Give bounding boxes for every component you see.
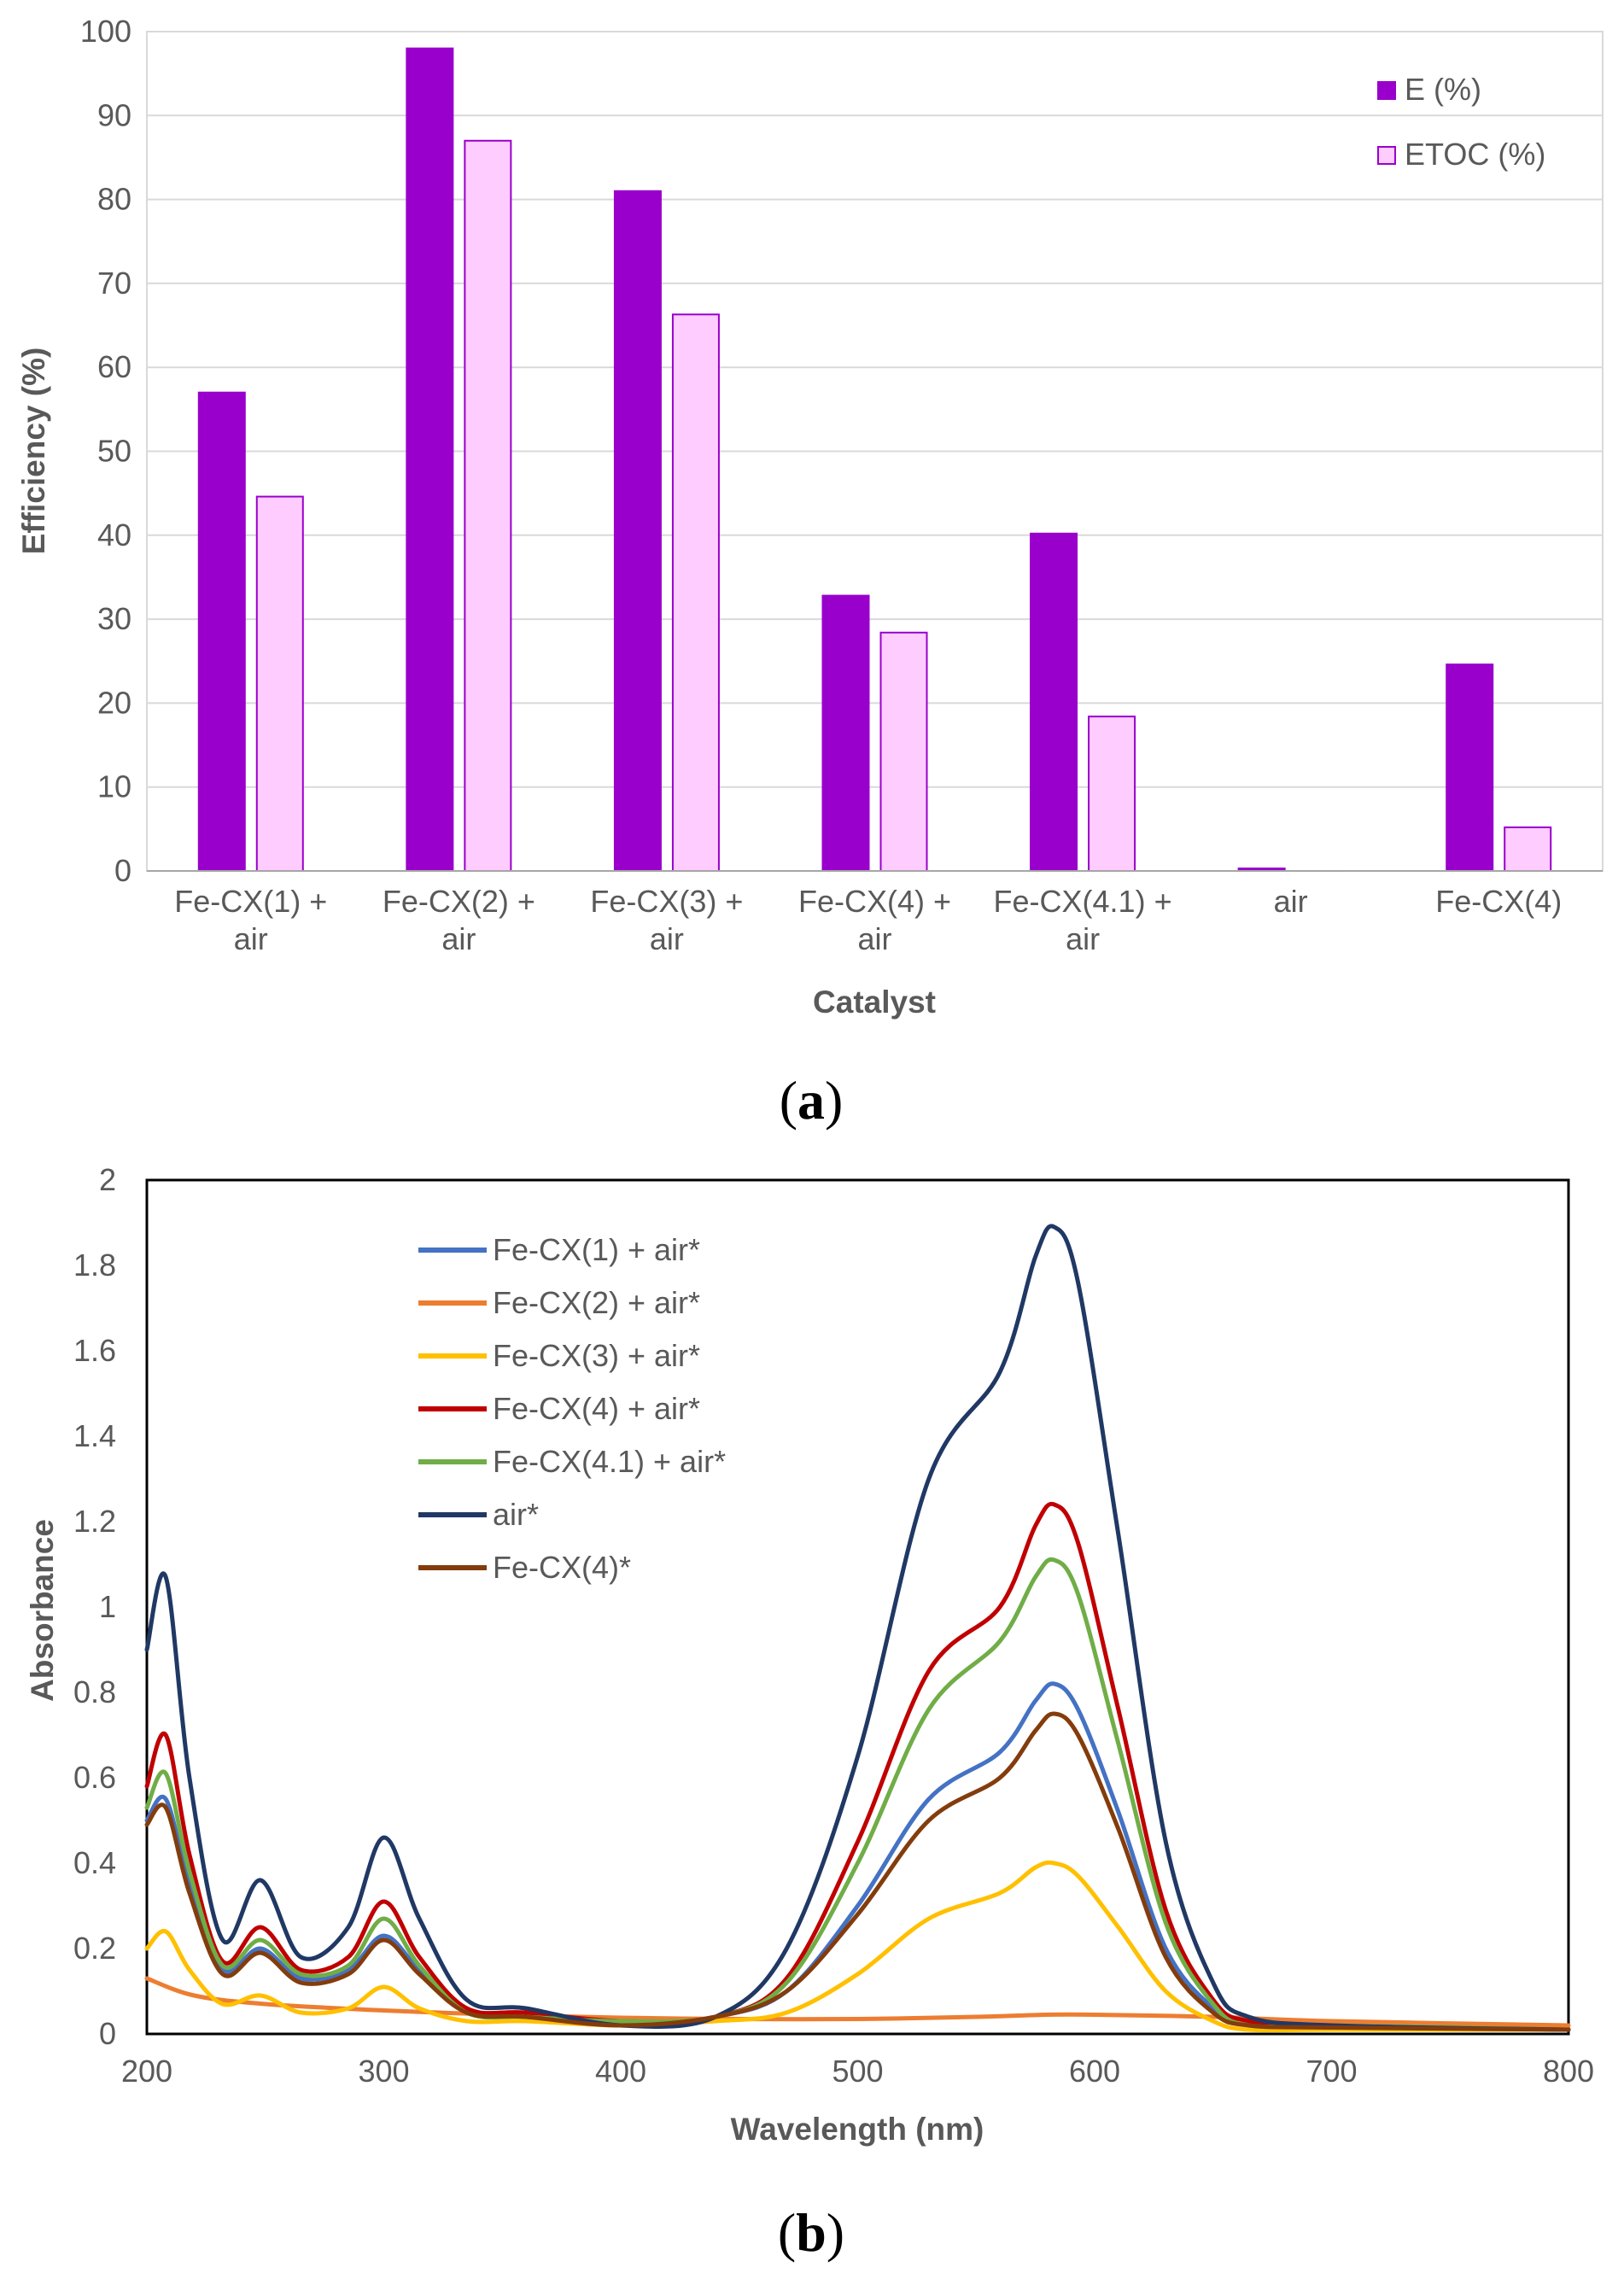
- series-line: [144, 1860, 1571, 2033]
- bar-etoc: [1504, 826, 1552, 872]
- line-chart-absorbance: 0 0.2 0.4 0.6 0.8 1 1.2 1.4 1.6 1.8 2 200 300 400 500…: [25, 1162, 1594, 2147]
- x-tick-a: Fe-CX(4): [1435, 884, 1562, 919]
- x-tick-a: air: [1066, 921, 1100, 956]
- y-tick-a: 100: [80, 14, 131, 49]
- x-tick-b: 300: [358, 2054, 409, 2089]
- x-axis-title-b: Wavelength (nm): [731, 2112, 984, 2147]
- panel-label-a: (a): [780, 1070, 844, 1131]
- x-tick-a: Fe-CX(4) +: [798, 884, 951, 919]
- legend-label-b: Fe-CX(4)*: [493, 1550, 631, 1585]
- y-tick-b: 1.8: [73, 1248, 116, 1283]
- y-tick-a: 90: [97, 97, 131, 132]
- y-tick-a: 50: [97, 434, 131, 469]
- x-tick-a: air: [1274, 884, 1308, 919]
- x-tick-b: 500: [832, 2054, 883, 2089]
- series-line: [144, 1224, 1571, 2032]
- legend-label-e: E (%): [1405, 72, 1481, 107]
- legend-label-b: Fe-CX(2) + air*: [493, 1285, 700, 1320]
- y-tick-a: 10: [97, 769, 131, 804]
- absorbance-lines: [144, 1224, 1571, 2033]
- y-tick-labels-b: 0 0.2 0.4 0.6 0.8 1 1.2 1.4 1.6 1.8 2: [73, 1162, 116, 2051]
- x-tick-a: air: [650, 921, 684, 956]
- series-line: [144, 1711, 1571, 2032]
- y-tick-b: 0.8: [73, 1674, 116, 1709]
- x-tick-a: air: [234, 921, 268, 956]
- x-tick-b: 200: [121, 2054, 172, 2089]
- y-axis-title-b: Absorbance: [25, 1519, 60, 1702]
- y-tick-a: 40: [97, 517, 131, 552]
- y-tick-b: 1.4: [73, 1418, 116, 1453]
- y-axis-title-a: Efficiency (%): [16, 348, 51, 555]
- y-tick-b: 0.6: [73, 1760, 116, 1795]
- x-tick-a: air: [441, 921, 476, 956]
- legend-swatch-etoc: [1377, 146, 1396, 165]
- legend-b: Fe-CX(1) + air* Fe-CX(2) + air* Fe-CX(3) +…: [418, 1232, 726, 1585]
- legend-label-b: Fe-CX(1) + air*: [493, 1232, 700, 1267]
- gridlines-a: [147, 31, 1603, 788]
- legend-swatch-e: [1377, 81, 1396, 100]
- bar-etoc: [464, 139, 512, 873]
- legend-label-b: Fe-CX(4.1) + air*: [493, 1444, 726, 1479]
- y-tick-b: 1: [99, 1589, 116, 1624]
- y-tick-a: 20: [97, 685, 131, 720]
- y-tick-b: 2: [99, 1162, 116, 1197]
- x-tick-a: Fe-CX(4.1) +: [994, 884, 1172, 919]
- bar-e: [406, 47, 454, 873]
- y-tick-b: 1.6: [73, 1333, 116, 1368]
- y-tick-b: 0: [99, 2016, 116, 2051]
- y-tick-a: 80: [97, 182, 131, 217]
- x-tick-a: Fe-CX(1) +: [174, 884, 327, 919]
- y-tick-b: 1.2: [73, 1504, 116, 1539]
- y-tick-a: 60: [97, 349, 131, 384]
- x-tick-b: 400: [595, 2054, 646, 2089]
- bar-etoc: [1088, 716, 1136, 872]
- y-tick-labels-a: 0 10 20 30 40 50 60 70 80 90 100: [80, 14, 131, 888]
- x-tick-labels-b: 200 300 400 500 600 700 800: [121, 2054, 1594, 2089]
- bar-e: [1446, 663, 1494, 872]
- x-tick-b: 700: [1306, 2054, 1357, 2089]
- bar-etoc: [879, 631, 928, 872]
- bar-e: [1030, 532, 1078, 872]
- x-axis-title-a: Catalyst: [813, 985, 936, 1020]
- y-tick-b: 0.2: [73, 1931, 116, 1966]
- legend-a: E (%) ETOC (%): [1377, 72, 1545, 172]
- x-tick-b: 600: [1069, 2054, 1120, 2089]
- x-tick-b: 800: [1543, 2054, 1594, 2089]
- legend-label-b: Fe-CX(3) + air*: [493, 1338, 700, 1373]
- bar-e: [613, 190, 662, 872]
- y-tick-a: 70: [97, 266, 131, 301]
- bar-e: [821, 594, 870, 872]
- panel-label-b: (b): [778, 2202, 844, 2263]
- x-tick-a: Fe-CX(2) +: [383, 884, 535, 919]
- bar-etoc: [671, 313, 720, 872]
- plot-area-b: [145, 1178, 1570, 2036]
- y-tick-a: 0: [114, 853, 131, 888]
- y-tick-b: 0.4: [73, 1845, 116, 1880]
- x-tick-a: air: [857, 921, 891, 956]
- y-tick-a: 30: [97, 601, 131, 636]
- bar-e: [197, 391, 246, 872]
- series-line: [144, 1501, 1571, 2032]
- legend-label-etoc: ETOC (%): [1405, 137, 1545, 172]
- bar-etoc: [255, 495, 304, 872]
- x-tick-a: Fe-CX(3) +: [590, 884, 743, 919]
- series-line: [144, 1557, 1571, 2032]
- legend-label-b: Fe-CX(4) + air*: [493, 1391, 700, 1426]
- legend-label-b: air*: [493, 1497, 539, 1532]
